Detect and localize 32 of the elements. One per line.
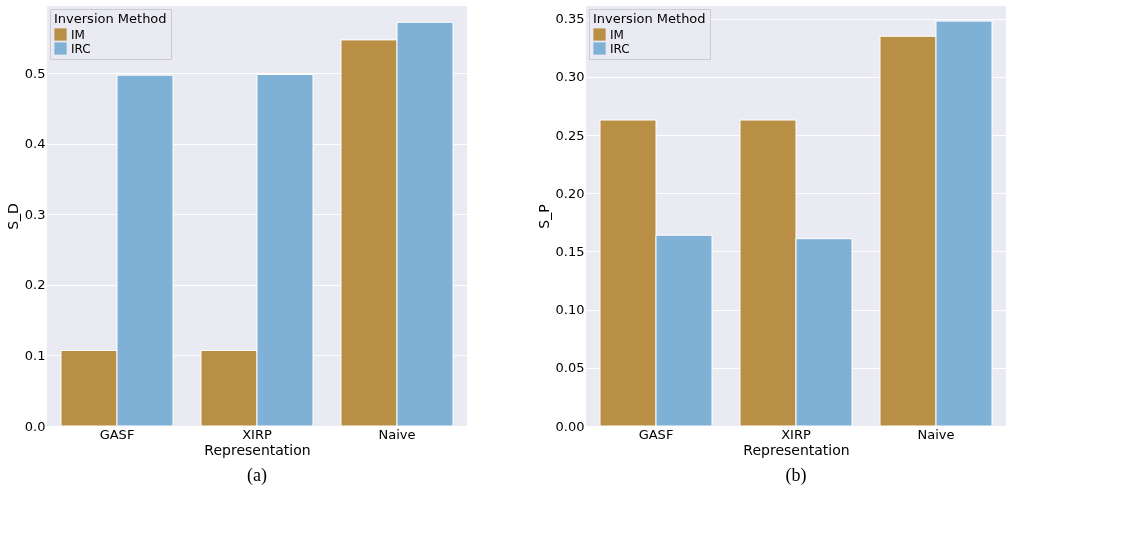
legend-label: IRC [610, 41, 630, 56]
y-axis-title: S_P [535, 204, 552, 229]
legend-label: IM [610, 27, 624, 42]
y-axis-title: S_D [4, 203, 21, 230]
y-tick-label: 0.30 [555, 69, 585, 85]
legend-title: Inversion Method [54, 11, 167, 26]
x-tick-label: Naive [917, 426, 955, 442]
x-tick-label: XIRP [242, 426, 272, 442]
x-tick-label: GASF [638, 426, 674, 442]
y-tick-label: 0.05 [555, 360, 585, 376]
y-tick-label: 0.3 [24, 206, 46, 222]
y-tick-label: 0.1 [24, 347, 46, 363]
legend-label: IRC [71, 41, 91, 56]
x-axis-title: Representation [204, 441, 311, 458]
text: (b) [785, 465, 807, 486]
y-tick-label: 0.35 [555, 11, 585, 27]
y-tick-label: 0.10 [555, 302, 585, 318]
y-tick-label: 0.25 [555, 127, 585, 143]
text: (a) [247, 465, 267, 486]
y-tick-label: 0.2 [24, 277, 46, 293]
y-tick-label: 0.15 [555, 243, 585, 259]
x-axis-title: Representation [743, 441, 850, 458]
y-tick-label: 0.4 [24, 136, 46, 152]
y-tick-label: 0.0 [24, 418, 46, 434]
x-tick-label: XIRP [781, 426, 811, 442]
y-tick-label: 0.5 [24, 65, 46, 81]
x-tick-label: Naive [378, 426, 416, 442]
y-tick-label: 0.20 [555, 185, 585, 201]
legend-label: IM [71, 27, 85, 42]
y-tick-label: 0.00 [555, 418, 585, 434]
legend-title: Inversion Method [593, 11, 706, 26]
x-tick-label: GASF [99, 426, 135, 442]
